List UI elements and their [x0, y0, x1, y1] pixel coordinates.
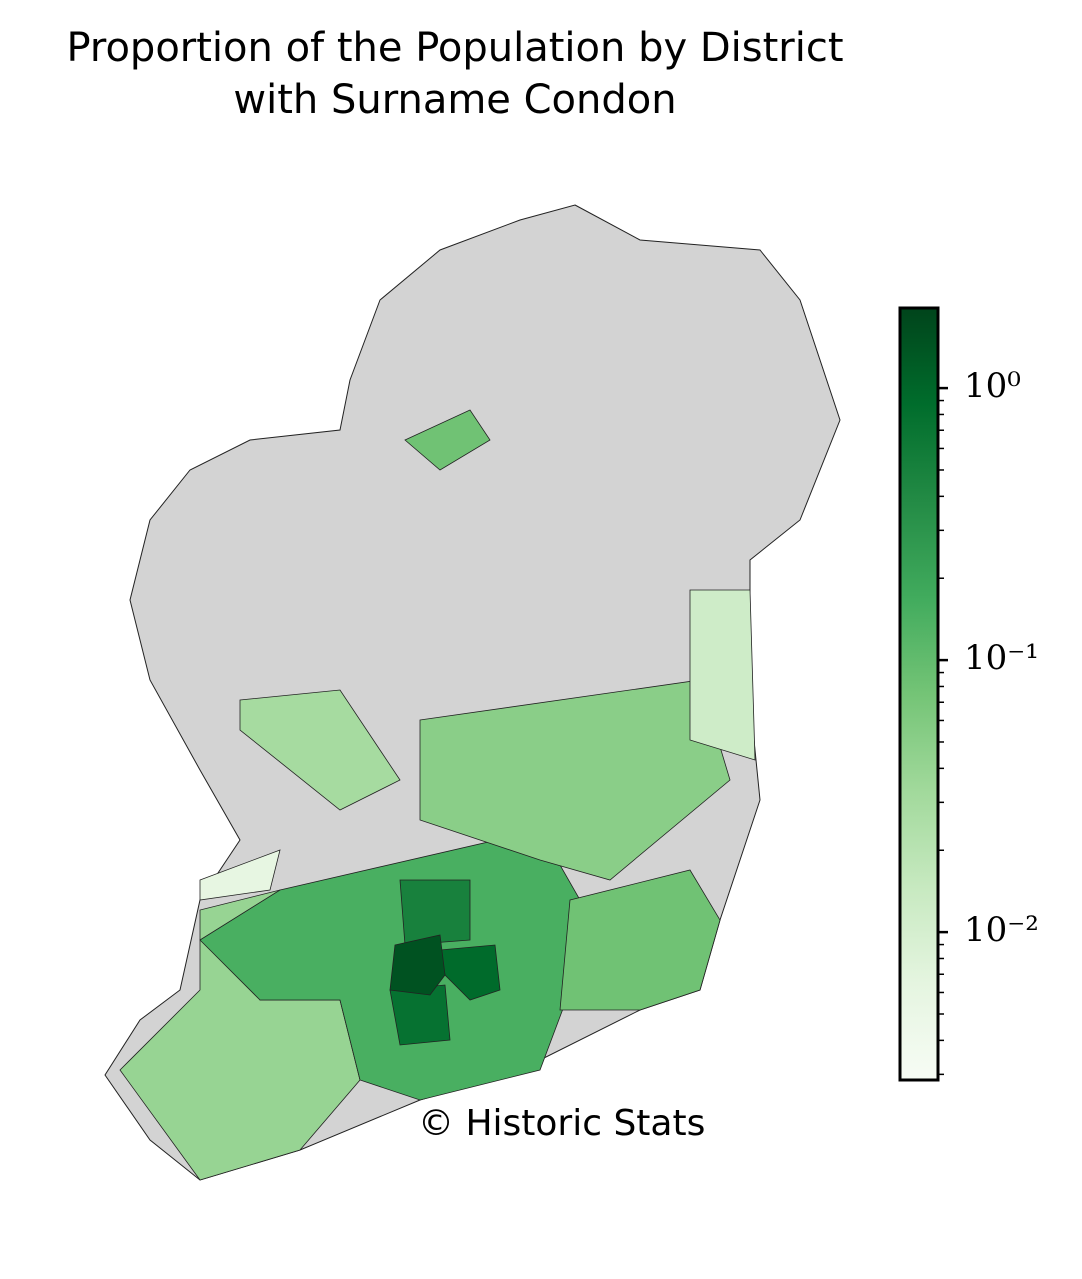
colorbar-tick-label: 10⁰	[964, 366, 1021, 406]
district	[389, 934, 446, 996]
district	[199, 829, 581, 1101]
district	[399, 879, 471, 946]
copyright-note: © Historic Stats	[418, 1103, 705, 1144]
colorbar	[898, 306, 940, 1082]
chart-title: Proportion of the Population by District…	[66, 25, 844, 123]
colorbar-tick-label: 10⁻²	[964, 910, 1039, 950]
colorbar-tick-label: 10⁻¹	[964, 638, 1039, 678]
district	[559, 869, 721, 1011]
district	[199, 849, 281, 901]
district	[239, 689, 401, 811]
district	[689, 589, 756, 761]
district	[404, 409, 491, 471]
